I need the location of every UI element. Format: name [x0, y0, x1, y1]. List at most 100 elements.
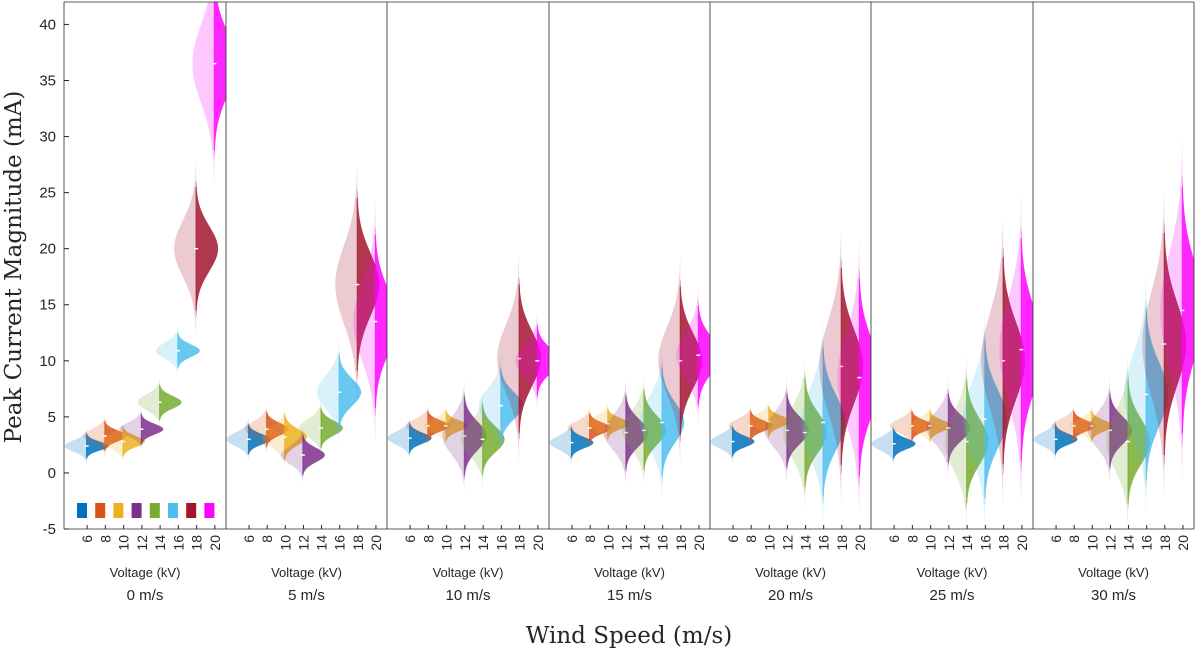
x-tick-label: 14	[152, 535, 168, 551]
violin-right-half	[177, 331, 200, 370]
violin-left-half	[640, 348, 663, 497]
violin-left-half	[1142, 192, 1165, 496]
violin-left-half	[710, 421, 733, 462]
violin-left-half	[981, 219, 1004, 503]
panel-plot-area	[710, 231, 871, 524]
x-tick-label: 8	[743, 535, 759, 543]
x-tick-label: 12	[134, 535, 150, 551]
violin-left-half	[622, 376, 644, 485]
y-tick-label: 40	[39, 16, 56, 33]
x-tick-label: 14	[959, 535, 975, 551]
x-tick-label: 20	[852, 535, 868, 551]
x-tick-label: 10	[600, 535, 616, 551]
panel-plot-area	[1033, 142, 1194, 526]
violin-left-half	[1033, 419, 1056, 460]
x-tick-label: 16	[170, 535, 186, 551]
violin-left-half	[676, 287, 699, 423]
x-tick-label: 20	[368, 535, 384, 551]
voltage-axis-label: Voltage (kV)	[917, 565, 988, 580]
violin-left-half	[119, 409, 142, 450]
x-tick-label: 20	[207, 535, 223, 551]
violin-left-half	[442, 382, 465, 490]
violin-right-half	[805, 373, 827, 492]
panel-plot-area	[871, 198, 1033, 527]
y-axis-title: Peak Current Magnitude (mA)	[1, 91, 27, 444]
x-tick-label: 6	[564, 535, 580, 543]
violin-right-half	[302, 433, 325, 477]
violin-right-half	[123, 425, 146, 458]
violin-right-half	[409, 422, 432, 455]
x-tick-label: 8	[420, 535, 436, 543]
legend-swatch	[77, 503, 87, 518]
violin-right-half	[1164, 222, 1187, 466]
violin-left-half	[764, 379, 787, 481]
voltage-axis-label: Voltage (kV)	[755, 565, 826, 580]
wind-speed-label: 30 m/s	[1091, 587, 1136, 604]
violin-left-half	[585, 403, 608, 444]
violin-right-half	[589, 411, 612, 445]
violin-right-half	[339, 351, 362, 433]
x-tick-label: 8	[1066, 535, 1082, 543]
violin-left-half	[944, 357, 967, 526]
x-tick-label: 16	[493, 535, 509, 551]
violin-left-half	[1160, 142, 1183, 479]
wind-speed-label: 20 m/s	[768, 587, 813, 604]
x-tick-label: 14	[314, 535, 330, 551]
violin-left-half	[1087, 379, 1110, 481]
x-tick-label: 20	[1014, 535, 1030, 551]
x-tick-label: 6	[241, 535, 257, 543]
wind-speed-label: 5 m/s	[288, 587, 325, 604]
violin-left-half	[460, 392, 483, 487]
violin-left-half	[192, 2, 215, 182]
y-tick-label: 0	[48, 465, 56, 482]
violin-right-half	[446, 409, 469, 442]
legend-swatch	[131, 503, 142, 518]
violin-left-half	[335, 166, 358, 403]
x-tick-label: 12	[457, 535, 473, 551]
violin-right-half	[984, 333, 1007, 506]
x-tick-label: 18	[834, 535, 850, 551]
violin-left-half	[1051, 405, 1074, 447]
violin-right-half	[519, 277, 542, 440]
x-tick-label: 12	[295, 535, 311, 551]
violin-right-half	[141, 413, 164, 446]
x-axis-title: Wind Speed (m/s)	[526, 623, 732, 649]
violin-left-half	[871, 423, 894, 464]
violin-left-half	[405, 405, 428, 447]
x-tick-label: 6	[79, 535, 95, 543]
violin-left-half	[783, 358, 805, 507]
x-tick-label: 16	[332, 535, 348, 551]
violin-right-half	[375, 227, 387, 416]
x-tick-label: 8	[904, 535, 920, 543]
violin-left-half	[819, 231, 842, 501]
x-tick-label: 6	[725, 535, 741, 543]
violin-right-half	[966, 374, 989, 509]
violin-left-half	[478, 355, 501, 457]
violin-left-half	[962, 311, 985, 527]
x-tick-label: 16	[977, 535, 993, 551]
y-tick-label: -5	[43, 521, 56, 538]
violin-right-half	[911, 409, 934, 442]
violin-right-half	[104, 419, 127, 453]
y-tick-label: 10	[39, 353, 56, 370]
x-tick-label: 20	[691, 535, 707, 551]
x-tick-label: 10	[923, 535, 939, 551]
x-tick-label: 8	[97, 535, 113, 543]
violin-left-half	[603, 382, 626, 484]
violin-right-half	[680, 280, 703, 442]
violin-left-half	[801, 321, 824, 524]
x-tick-label: 14	[637, 535, 653, 551]
violin-right-half	[357, 190, 380, 379]
x-tick-label: 16	[1139, 535, 1155, 551]
violin-right-half	[214, 2, 226, 158]
violin-left-half	[837, 243, 860, 513]
legend-swatch	[168, 503, 178, 518]
violin-left-half	[549, 422, 572, 463]
violin-left-half	[1106, 357, 1128, 526]
violin-left-half	[262, 406, 285, 468]
violin-left-half	[226, 419, 249, 460]
violin-left-half	[137, 378, 160, 426]
violin-right-half	[482, 401, 505, 477]
